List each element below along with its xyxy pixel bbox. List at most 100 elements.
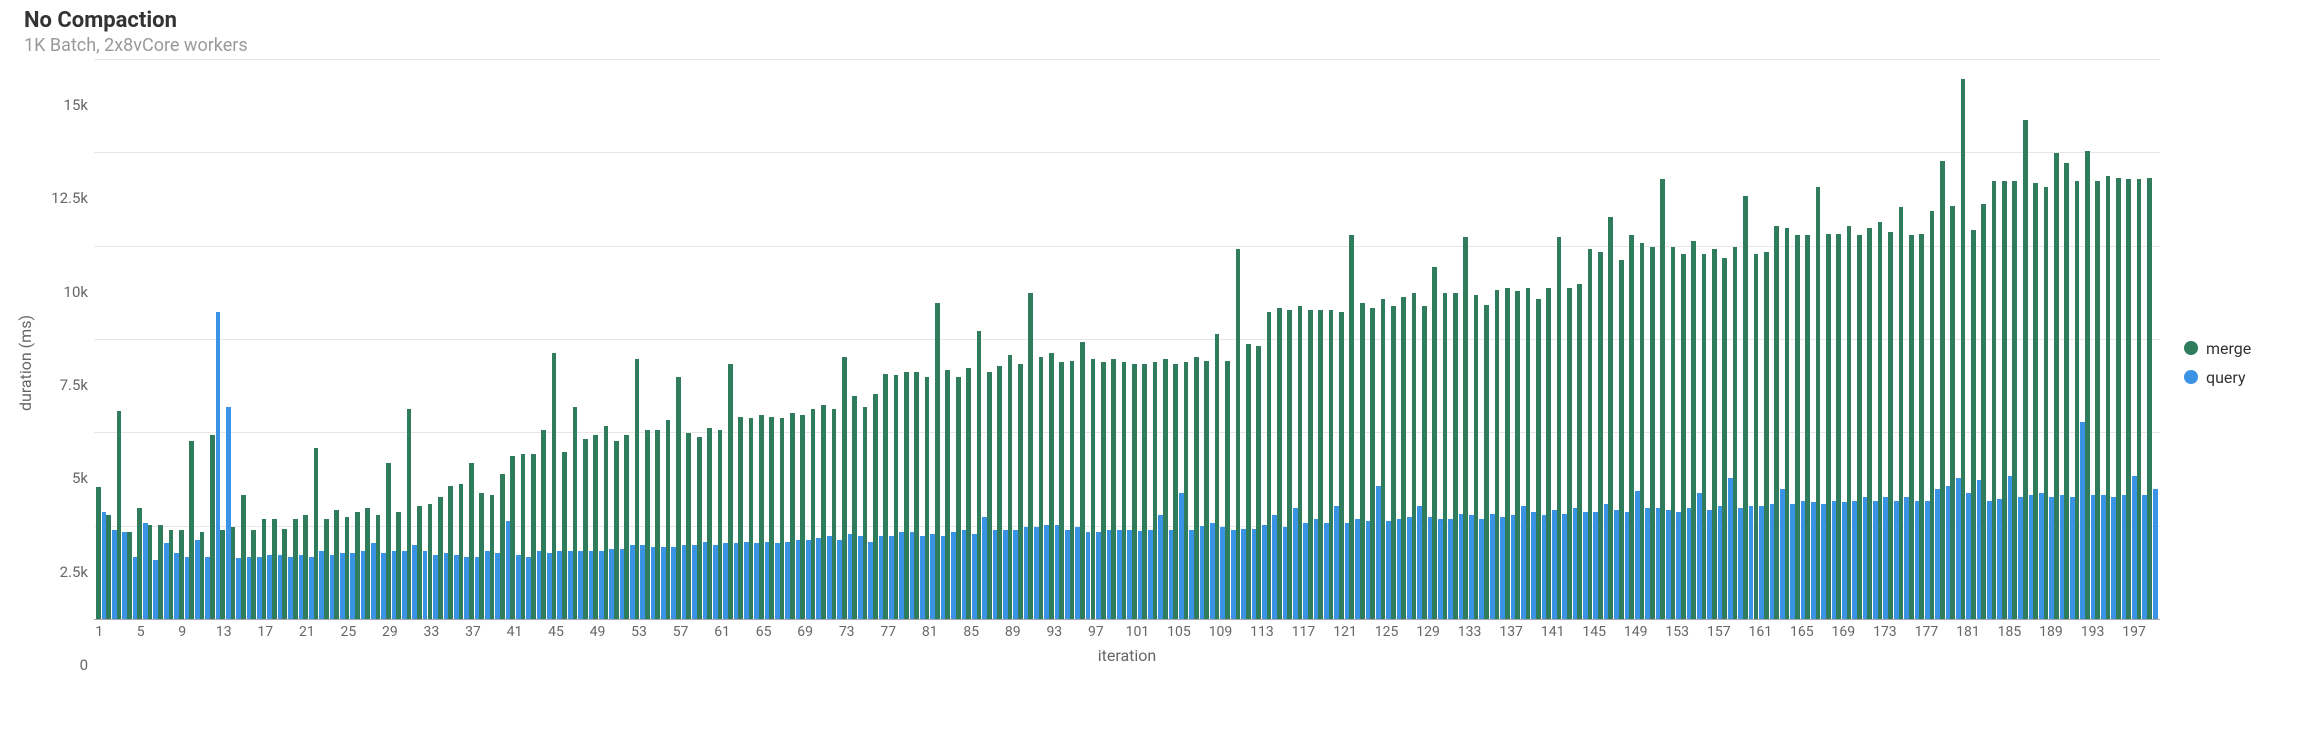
bar-merge	[324, 519, 329, 620]
bar-group	[676, 377, 686, 620]
bar-group	[1867, 228, 1877, 620]
bar-group	[2054, 153, 2064, 620]
bar-group	[1691, 241, 1701, 620]
bar-merge	[148, 525, 153, 620]
bar-group	[811, 409, 821, 620]
bar-merge	[1059, 362, 1064, 620]
bar-group	[407, 409, 417, 620]
bar-merge	[1743, 196, 1748, 620]
y-tick-label: 10k	[64, 283, 88, 301]
bar-merge	[583, 439, 588, 620]
bar-group	[1360, 303, 1370, 620]
bar-group	[1463, 237, 1473, 620]
bar-group	[780, 418, 790, 620]
bar-group	[1557, 237, 1567, 620]
bar-group	[1671, 247, 1681, 620]
bar-merge	[386, 463, 391, 620]
bar-group	[1930, 211, 1940, 620]
bar-group	[935, 303, 945, 620]
bar-merge	[1795, 235, 1800, 620]
bar-merge	[800, 415, 805, 620]
bar-merge	[635, 359, 640, 620]
bar-merge	[1339, 312, 1344, 620]
bar-group	[1412, 293, 1422, 620]
bar-merge	[376, 515, 381, 620]
bar-group	[148, 525, 158, 620]
bar-group	[324, 519, 334, 620]
bar-merge	[1671, 247, 1676, 620]
bar-merge	[1401, 297, 1406, 620]
bar-group	[945, 370, 955, 620]
bar-merge	[2064, 163, 2069, 620]
bar-merge	[2137, 179, 2142, 620]
y-tick-label: 12.5k	[51, 189, 88, 207]
bar-group	[573, 407, 583, 620]
x-tick-label: 169	[1832, 624, 1856, 640]
bar-group	[1215, 334, 1225, 620]
bar-merge	[1536, 299, 1541, 620]
x-tick-label: 61	[714, 624, 730, 640]
bar-merge	[241, 495, 246, 620]
bar-merge	[1867, 228, 1872, 620]
x-tick-label: 129	[1416, 624, 1440, 640]
bar-group	[1536, 299, 1546, 620]
bar-group	[1619, 260, 1629, 620]
bar-merge	[96, 487, 101, 620]
bar-merge	[531, 454, 536, 620]
bar-merge	[1577, 284, 1582, 620]
bar-merge	[1702, 254, 1707, 620]
bar-group	[282, 529, 292, 620]
bar-merge	[1277, 308, 1282, 620]
bar-merge	[1505, 288, 1510, 620]
bar-group	[635, 359, 645, 620]
x-tick-label: 37	[465, 624, 481, 640]
x-tick-label: 113	[1250, 624, 1274, 640]
bar-merge	[718, 430, 723, 620]
bar-group	[1754, 254, 1764, 620]
x-tick-label: 121	[1333, 624, 1357, 640]
bar-merge	[1080, 342, 1085, 620]
bar-merge	[1930, 211, 1935, 620]
bar-merge	[137, 508, 142, 620]
x-tick-label: 49	[590, 624, 606, 640]
bar-group	[1184, 362, 1194, 620]
bar-merge	[1236, 249, 1241, 620]
bar-group	[1401, 297, 1411, 620]
bar-merge	[1526, 288, 1531, 620]
bar-merge	[1805, 235, 1810, 620]
x-tick-label: 157	[1707, 624, 1731, 640]
legend-label: merge	[2206, 339, 2251, 358]
bar-group	[1329, 310, 1339, 620]
bar-group	[842, 357, 852, 620]
bar-group	[169, 530, 179, 620]
bar-group	[1173, 364, 1183, 620]
bar-merge	[521, 454, 526, 620]
bar-group	[1474, 295, 1484, 620]
bar-group	[749, 418, 759, 620]
x-tick-label: 181	[1956, 624, 1980, 640]
bar-merge	[1474, 295, 1479, 620]
bar-group	[904, 372, 914, 620]
bar-group	[1795, 235, 1805, 620]
x-tick-label: 1	[95, 624, 103, 640]
bar-merge	[1028, 293, 1033, 620]
bar-merge	[1557, 237, 1562, 620]
bar-group	[1660, 179, 1670, 620]
x-tick-label: 29	[382, 624, 398, 640]
bar-merge	[1453, 293, 1458, 620]
bar-group	[96, 487, 106, 620]
bar-group	[469, 463, 479, 620]
bar-group	[1111, 359, 1121, 620]
bar-group	[686, 433, 696, 620]
bar-merge	[262, 519, 267, 620]
bar-merge	[728, 364, 733, 620]
bar-merge	[1940, 161, 1945, 620]
plot-area	[94, 60, 2160, 620]
bar-merge	[552, 353, 557, 620]
bar-merge	[2012, 181, 2017, 620]
bar-merge	[883, 374, 888, 620]
bar-group	[272, 519, 282, 620]
legend: mergequery	[2160, 60, 2304, 665]
bar-merge	[1650, 247, 1655, 620]
bar-merge	[987, 372, 992, 620]
